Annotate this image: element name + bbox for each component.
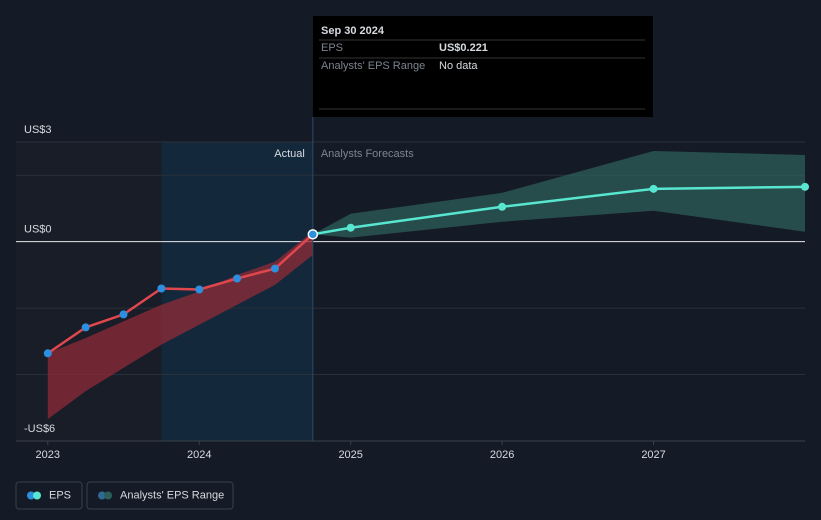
legend-label: Analysts' EPS Range xyxy=(120,489,224,501)
eps-point xyxy=(307,229,319,240)
tooltip-date: Sep 30 2024 xyxy=(321,25,385,37)
legend-label: EPS xyxy=(49,489,71,501)
tooltip xyxy=(313,16,653,117)
legend-box xyxy=(86,481,234,510)
legend-swatch xyxy=(104,491,112,500)
eps-point xyxy=(801,182,809,191)
x-tick-label: 2023 xyxy=(36,449,60,461)
x-tick-label: 2027 xyxy=(641,449,665,461)
y-tick-label: US$3 xyxy=(24,124,52,136)
eps-point xyxy=(346,223,355,232)
eps-point xyxy=(498,202,507,211)
legend-item[interactable]: Analysts' EPS Range xyxy=(86,481,234,510)
legend-item[interactable]: EPS xyxy=(15,481,83,510)
x-tick-label: 2026 xyxy=(490,449,514,461)
eps-actual-line xyxy=(47,233,314,355)
eps-point xyxy=(649,184,658,193)
y-tick-label: US$0 xyxy=(24,224,52,236)
past-region xyxy=(16,142,162,441)
eps-point xyxy=(43,349,52,358)
eps-point xyxy=(157,284,166,293)
tooltip-key: Analysts' EPS Range xyxy=(321,60,425,72)
x-tick-label: 2025 xyxy=(338,449,362,461)
tooltip-value: No data xyxy=(439,60,478,72)
range-band xyxy=(47,231,313,420)
eps-point xyxy=(270,264,279,273)
tooltip-value: US$0.221 xyxy=(439,42,488,54)
legend-swatch xyxy=(27,491,35,500)
eps-point xyxy=(195,285,204,294)
forecast-label: Analysts Forecasts xyxy=(321,148,414,160)
legend-swatch xyxy=(98,491,106,500)
eps-point xyxy=(119,310,128,319)
eps-point xyxy=(233,274,242,283)
actual-label: Actual xyxy=(274,148,305,160)
eps-point xyxy=(81,323,90,332)
legend-box xyxy=(15,481,83,510)
y-tick-label: -US$6 xyxy=(24,423,55,435)
tooltip-key: EPS xyxy=(321,42,343,54)
x-tick-label: 2024 xyxy=(187,449,211,461)
legend-swatch xyxy=(33,491,41,500)
